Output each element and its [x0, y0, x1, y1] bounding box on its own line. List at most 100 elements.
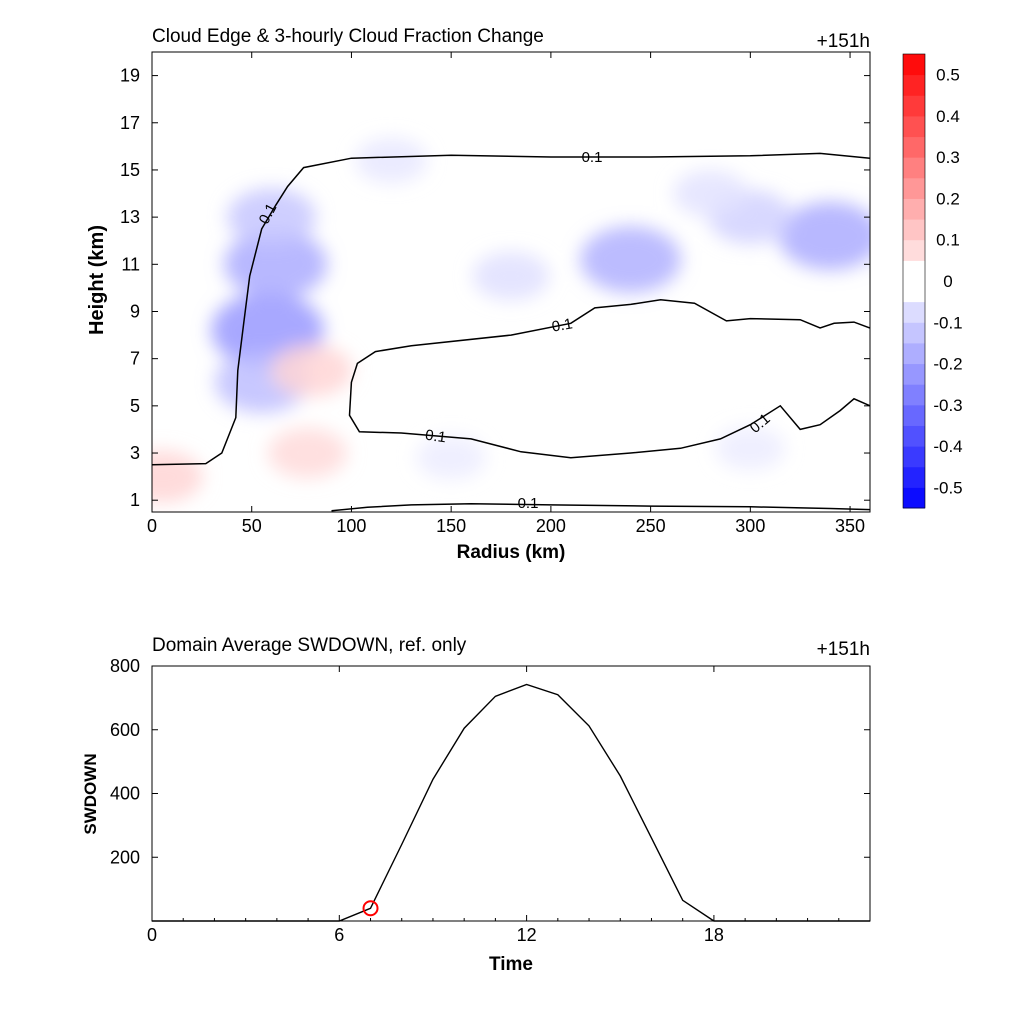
colorbar-bin-12 [903, 239, 925, 261]
x2-tick-label-2: 12 [517, 925, 537, 945]
colorbar-bin-0 [903, 487, 925, 509]
field-blob-3 [227, 188, 317, 246]
chart2-y-ticks: 200 400 600 800 [110, 656, 870, 867]
colorbar-bin-10 [903, 281, 925, 303]
colorbar-bin-8 [903, 322, 925, 344]
field-blob-9 [355, 138, 428, 184]
colorbar-bin-2 [903, 446, 925, 468]
colorbar-bin-19 [903, 95, 925, 117]
colorbar-tick-label-2: -0.3 [933, 396, 962, 415]
chart1-title: Cloud Edge & 3-hourly Cloud Fraction Cha… [152, 26, 544, 47]
chart1-x-label: Radius (km) [457, 542, 566, 563]
colorbar-tick-label-5: 0 [943, 272, 952, 291]
colorbar-tick-label-7: 0.2 [936, 189, 960, 208]
contour-label-3: 0.1 [550, 315, 573, 335]
colorbar-bin-7 [903, 342, 925, 365]
field-blob-8 [673, 170, 748, 217]
colorbar-bin-17 [903, 136, 925, 158]
chart2-x-label: Time [489, 954, 533, 975]
contour-label-6: 0.1 [518, 495, 539, 512]
swdown-chart: Domain Average SWDOWN, ref. only +151h 0… [81, 635, 871, 975]
y-tick-label-6: 13 [120, 207, 140, 227]
contour-line-1 [348, 298, 870, 459]
colorbar-bin-1 [903, 466, 925, 488]
current-time-marker [362, 900, 379, 917]
contour-label-2: 0.1 [582, 149, 603, 166]
y-tick-label-4: 9 [130, 301, 140, 321]
colorbar-bin-15 [903, 177, 925, 199]
colorbar-bin-9 [903, 301, 925, 323]
y-tick-label-3: 7 [130, 349, 140, 369]
field-blob-13 [416, 436, 486, 480]
field-blob-1 [224, 230, 328, 299]
colorbar-bin-6 [903, 363, 925, 385]
chart1-frame [151, 51, 871, 513]
x-tick-label-6: 300 [735, 516, 765, 536]
y-tick-label-1: 3 [130, 443, 140, 463]
field-blob-5 [778, 201, 870, 271]
y-tick-label-7: 15 [120, 160, 140, 180]
contour-line-0 [152, 152, 870, 466]
y-tick-label-2: 5 [130, 396, 140, 416]
x-tick-label-5: 250 [636, 516, 666, 536]
colorbar-bin-5 [903, 384, 925, 406]
field-blob-7 [472, 251, 550, 301]
chart1-x-ticks: 0 50 100 150 200 250 300 350 [147, 52, 865, 536]
chart1-time-label: +151h [817, 31, 870, 52]
colorbar-bin-14 [903, 198, 925, 220]
colorbar-bin-3 [903, 425, 925, 447]
colorbar-frame [902, 53, 926, 509]
colorbar-bin-21 [903, 54, 925, 76]
y-tick-label-0: 1 [130, 490, 140, 510]
y2-tick-label-3: 800 [110, 656, 140, 676]
y2-tick-label-1: 400 [110, 784, 140, 804]
colorbar-tick-label-3: -0.2 [933, 355, 962, 374]
chart2-title: Domain Average SWDOWN, ref. only [152, 635, 467, 656]
x-tick-label-4: 200 [536, 516, 566, 536]
colorbar-tick-label-1: -0.4 [933, 437, 962, 456]
chart2-y-label: SWDOWN [81, 753, 100, 834]
contour-label-4: 0.1 [424, 427, 447, 447]
colorbar-bin-20 [903, 74, 925, 96]
colorbar-tick-label-9: 0.4 [936, 107, 960, 126]
y-tick-label-9: 19 [120, 66, 140, 86]
x-tick-label-2: 100 [336, 516, 366, 536]
colorbar-bin-11 [903, 260, 925, 282]
colorbar-tick-label-10: 0.5 [936, 66, 960, 85]
y2-tick-label-2: 600 [110, 720, 140, 740]
field-blob-14 [715, 426, 786, 470]
y2-tick-label-0: 200 [110, 847, 140, 867]
x-tick-label-0: 0 [147, 516, 157, 536]
chart1-y-label: Height (km) [86, 225, 108, 335]
x-tick-label-3: 150 [436, 516, 466, 536]
field-blob-10 [270, 344, 353, 397]
cloud-edge-contours [152, 152, 870, 512]
cloud-fraction-field [152, 138, 870, 503]
x-tick-label-1: 50 [242, 516, 262, 536]
colorbar-bin-18 [903, 115, 925, 138]
field-blob-4 [580, 226, 682, 293]
x-tick-label-7: 350 [835, 516, 865, 536]
x2-tick-label-0: 0 [147, 925, 157, 945]
colorbar-bin-13 [903, 219, 925, 241]
chart2-x-ticks: 0 6 12 18 [147, 666, 840, 945]
colorbar-bin-16 [903, 157, 925, 179]
chart2-time-label: +151h [817, 639, 870, 660]
swdown-series-line [152, 683, 870, 922]
colorbar-tick-label-0: -0.5 [933, 478, 962, 497]
x2-tick-label-3: 18 [704, 925, 724, 945]
colorbar-tick-label-6: 0.1 [936, 231, 960, 250]
x2-tick-label-1: 6 [334, 925, 344, 945]
colorbar: -0.5 -0.4 -0.3 -0.2 -0.1 0 0.1 0.2 0.3 0.4 0.5 [902, 53, 963, 509]
chart2-frame [151, 665, 871, 922]
y-tick-label-8: 17 [120, 113, 140, 133]
colorbar-tick-label-8: 0.3 [936, 148, 960, 167]
contour-line-2 [331, 502, 870, 512]
colorbar-tick-label-4: -0.1 [933, 313, 962, 332]
y-tick-label-5: 11 [121, 254, 140, 274]
field-blob-11 [267, 427, 348, 479]
colorbar-bin-4 [903, 404, 925, 426]
cloud-fraction-chart: Cloud Edge & 3-hourly Cloud Fraction Cha… [86, 26, 963, 563]
